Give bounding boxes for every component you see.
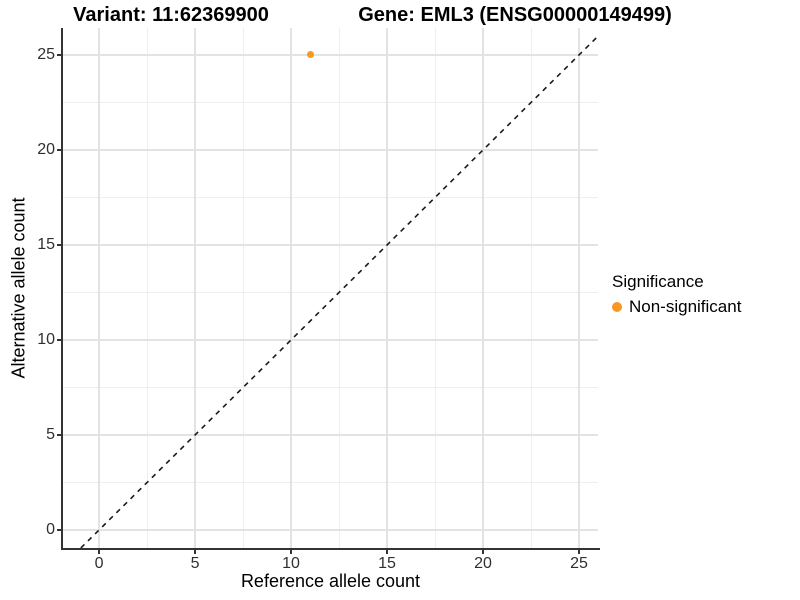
- plot-title-variant: Variant: 11:62369900: [73, 4, 269, 26]
- x-tick-mark: [194, 550, 197, 554]
- major-gridline-h: [63, 433, 598, 436]
- y-tick-mark: [57, 433, 61, 436]
- major-gridline-h: [63, 528, 598, 531]
- y-axis-line: [61, 28, 63, 550]
- minor-gridline-h: [63, 196, 598, 198]
- major-gridline-h: [63, 243, 598, 246]
- y-tick-mark: [57, 528, 61, 531]
- legend-entry: Non-significant: [612, 297, 741, 317]
- x-axis-line: [61, 548, 600, 550]
- y-tick-mark: [57, 53, 61, 56]
- y-tick-label: 10: [37, 330, 55, 348]
- minor-gridline-h: [63, 291, 598, 293]
- x-tick-label: 15: [378, 555, 396, 572]
- x-tick-mark: [482, 550, 484, 554]
- x-axis-title: Reference allele count: [240, 571, 421, 591]
- x-tick-mark: [386, 550, 389, 554]
- minor-gridline-h: [63, 101, 598, 103]
- minor-gridline-v: [242, 28, 244, 548]
- y-tick-label: 0: [46, 520, 55, 538]
- major-gridline-h: [63, 53, 598, 56]
- identity-dashed-line: [80, 35, 598, 548]
- legend-title: Significance: [612, 272, 704, 291]
- major-gridline-v: [194, 28, 197, 548]
- major-gridline-h: [63, 148, 598, 151]
- major-gridline-v: [482, 28, 484, 548]
- x-tick-label: 10: [282, 555, 300, 572]
- y-tick-label: 15: [37, 235, 55, 253]
- major-gridline-h: [63, 338, 598, 341]
- legend-entry-label: Non-significant: [629, 297, 742, 316]
- legend-key-dot-icon: [612, 302, 622, 312]
- minor-gridline-h: [63, 386, 598, 388]
- minor-gridline-v: [434, 28, 436, 548]
- y-tick-mark: [57, 338, 61, 341]
- y-tick-label: 20: [37, 140, 55, 158]
- major-gridline-v: [98, 28, 101, 548]
- plot-title-gene: Gene: EML3 (ENSG00000149499): [358, 4, 672, 26]
- minor-gridline-v: [146, 28, 148, 548]
- minor-gridline-v: [338, 28, 340, 548]
- x-tick-label: 5: [190, 555, 200, 572]
- y-tick-mark: [57, 148, 61, 151]
- major-gridline-v: [577, 28, 580, 548]
- legend-entries: Non-significant: [612, 297, 741, 317]
- data-point: [306, 51, 314, 59]
- legend: Significance Non-significant: [612, 271, 741, 317]
- y-tick-label: 25: [37, 45, 55, 63]
- plot-panel: [63, 28, 598, 548]
- major-gridline-v: [290, 28, 293, 548]
- y-tick-mark: [57, 243, 61, 246]
- x-tick-label: 20: [474, 555, 492, 572]
- x-tick-mark: [98, 550, 101, 554]
- x-tick-label: 25: [570, 555, 588, 572]
- minor-gridline-v: [530, 28, 532, 548]
- x-tick-label: 0: [94, 555, 104, 572]
- minor-gridline-h: [63, 481, 598, 483]
- y-axis-title: Alternative allele count: [8, 197, 29, 379]
- y-tick-label: 5: [46, 425, 55, 443]
- x-tick-mark: [577, 550, 580, 554]
- major-gridline-v: [386, 28, 389, 548]
- x-tick-mark: [290, 550, 293, 554]
